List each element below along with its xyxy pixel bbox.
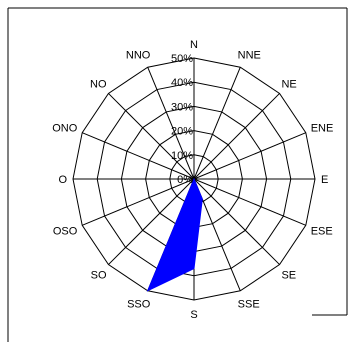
direction-label-sso: SSO xyxy=(127,299,151,311)
direction-labels: N NNE NE ENE E ESE SE SSE S SSO SO OSO O ONO NO NNO xyxy=(52,39,333,321)
direction-label-e: E xyxy=(321,174,328,186)
radial-tick-label: 0% xyxy=(177,174,193,186)
spoke-so xyxy=(108,178,195,265)
series-area-0 xyxy=(146,177,203,292)
direction-label-no: NO xyxy=(90,79,107,91)
spoke-se xyxy=(193,178,280,265)
direction-label-nno: NNO xyxy=(126,49,151,61)
radial-tick-label: 50% xyxy=(171,53,193,65)
direction-label-ono: ONO xyxy=(52,122,78,134)
spoke-nne xyxy=(193,67,241,180)
direction-label-o: O xyxy=(58,174,67,186)
spoke-ese xyxy=(193,178,306,226)
direction-label-n: N xyxy=(190,39,198,51)
direction-label-s: S xyxy=(190,309,197,321)
radial-tick-label: 40% xyxy=(171,77,193,89)
spoke-nno xyxy=(147,67,195,180)
spoke-no xyxy=(108,93,195,180)
radar-series xyxy=(146,177,203,292)
direction-label-nne: NNE xyxy=(238,49,261,61)
spoke-ne xyxy=(193,93,280,180)
direction-label-se: SE xyxy=(281,269,296,281)
direction-label-so: SO xyxy=(91,269,107,281)
radial-tick-label: 10% xyxy=(171,150,193,162)
spoke-ono xyxy=(82,132,195,180)
radial-tick-label: 20% xyxy=(171,126,193,138)
radial-tick-label: 30% xyxy=(171,101,193,113)
direction-label-ene: ENE xyxy=(311,122,334,134)
direction-label-ne: NE xyxy=(281,79,296,91)
direction-label-oso: OSO xyxy=(53,226,78,238)
radial-tick-labels: 0% 10% 20% 30% 40% 50% xyxy=(171,53,193,186)
spoke-oso xyxy=(82,178,195,226)
direction-label-sse: SSE xyxy=(238,299,260,311)
spoke-ene xyxy=(193,132,306,180)
direction-label-ese: ESE xyxy=(311,226,333,238)
